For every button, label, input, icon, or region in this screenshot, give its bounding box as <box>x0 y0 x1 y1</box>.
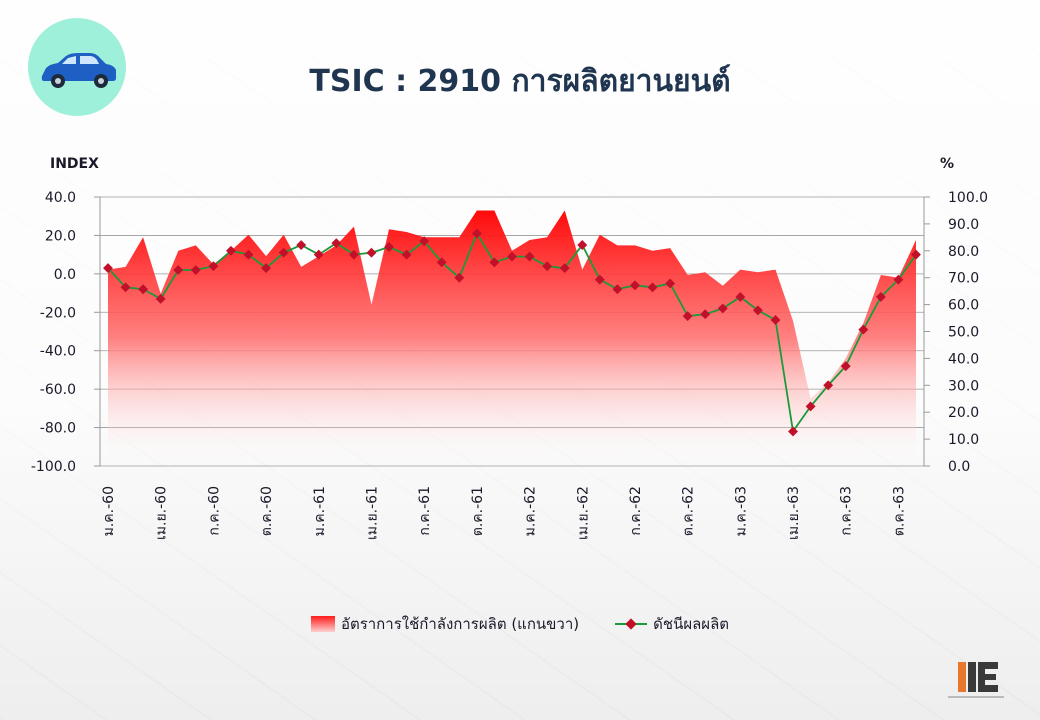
x-tick-label-2: ก.ค.-60 <box>206 486 222 536</box>
line-point-42 <box>840 361 851 372</box>
chart: INDEX % 40.0 20.0 0.0 -20.0 -40.0 -60.0 -80.0 -… <box>31 156 988 540</box>
left-tick-label-5: -60.0 <box>40 382 76 398</box>
right-tick-label-1: 90.0 <box>948 217 979 233</box>
x-tick-label-4: ม.ค.-61 <box>312 486 328 536</box>
line-point-29 <box>612 284 623 295</box>
x-tick-label-9: เม.ย.-62 <box>575 486 591 540</box>
x-tick-label-0: ม.ค.-60 <box>101 486 117 536</box>
x-tick-label-1: เม.ย.-60 <box>154 486 170 540</box>
legend-swatch-area <box>310 616 335 632</box>
line-point-31 <box>647 282 658 293</box>
right-unit-label: % <box>940 156 954 172</box>
x-tick-label-7: ต.ค.-61 <box>470 486 486 536</box>
oie-logo-icon <box>948 662 1004 698</box>
line-point-6 <box>208 261 219 272</box>
left-tick-label-2: 0.0 <box>54 267 76 283</box>
line-point-7 <box>226 245 236 256</box>
legend-swatch-line <box>615 618 648 630</box>
left-axis-ticks: 40.0 20.0 0.0 -20.0 -40.0 -60.0 -80.0 -100.0 <box>31 190 100 475</box>
right-tick-label-4: 60.0 <box>948 298 979 314</box>
right-tick-label-8: 20.0 <box>948 405 979 421</box>
left-tick-label-7: -100.0 <box>31 459 76 475</box>
left-tick-label-1: 20.0 <box>45 228 76 244</box>
line-point-17 <box>401 249 412 260</box>
line-point-25 <box>542 261 553 272</box>
left-tick-label-0: 40.0 <box>45 190 76 206</box>
right-tick-label-7: 30.0 <box>948 378 979 394</box>
line-point-14 <box>348 249 359 260</box>
right-axis-ticks: 100.0 90.0 80.0 70.0 60.0 50.0 40.0 30.0 20.0 10.… <box>924 190 988 475</box>
line-point-3 <box>155 293 166 304</box>
line-point-1 <box>120 282 131 293</box>
line-point-2 <box>138 284 149 295</box>
x-tick-label-10: ก.ค.-62 <box>628 486 644 536</box>
line-point-32 <box>665 278 676 289</box>
legend-item-line: ดัชนีผลผลิต <box>615 612 729 636</box>
line-point-39 <box>788 426 798 437</box>
area-series <box>108 210 916 466</box>
line-point-18 <box>419 236 430 247</box>
x-axis-ticks: ม.ค.-60 เม.ย.-60 ก.ค.-60 ต.ค.-60 ม.ค.-61 เม.ย… <box>101 486 907 540</box>
line-point-30 <box>630 280 640 291</box>
x-tick-label-5: เม.ย.-61 <box>365 486 381 540</box>
left-tick-label-4: -40.0 <box>40 344 76 360</box>
right-tick-label-10: 0.0 <box>948 459 970 475</box>
area-series-shape <box>108 210 916 466</box>
x-tick-label-8: ม.ค.-62 <box>523 486 539 536</box>
right-tick-label-9: 10.0 <box>948 432 979 448</box>
line-point-13 <box>331 238 342 249</box>
line-point-46 <box>911 249 921 260</box>
line-point-45 <box>893 274 904 285</box>
legend: อัตราการใช้กำลังการผลิต (แกนขวา) ดัชนีผล… <box>0 612 1040 636</box>
right-tick-label-5: 50.0 <box>948 325 979 341</box>
car-badge <box>28 18 126 116</box>
line-point-12 <box>313 249 324 260</box>
legend-label-area: อัตราการใช้กำลังการผลิต (แกนขวา) <box>340 615 580 633</box>
x-tick-label-14: ก.ค.-63 <box>839 486 855 536</box>
left-tick-label-3: -20.0 <box>40 305 76 321</box>
line-point-27 <box>577 240 588 250</box>
x-tick-label-12: ม.ค.-63 <box>733 486 749 536</box>
line-point-9 <box>261 263 272 274</box>
left-unit-label: INDEX <box>50 156 99 172</box>
line-point-40 <box>805 401 816 412</box>
line-point-36 <box>735 291 746 302</box>
line-point-22 <box>489 257 500 268</box>
right-tick-label-3: 70.0 <box>948 271 979 287</box>
car-icon <box>41 53 116 88</box>
line-point-16 <box>384 242 395 252</box>
legend-item-area: อัตราการใช้กำลังการผลิต (แกนขวา) <box>310 612 580 636</box>
x-tick-label-3: ต.ค.-60 <box>259 486 275 536</box>
line-point-11 <box>296 240 307 250</box>
line-point-8 <box>243 249 254 260</box>
line-point-21 <box>471 228 482 239</box>
page-title: TSIC : 2910 การผลิตยานยนต์ <box>309 64 731 99</box>
left-tick-label-6: -80.0 <box>40 421 76 437</box>
x-tick-label-13: เม.ย.-63 <box>786 486 802 540</box>
right-tick-label-6: 40.0 <box>948 351 979 367</box>
line-point-15 <box>366 247 377 258</box>
right-tick-label-2: 80.0 <box>948 244 979 260</box>
x-tick-label-11: ต.ค.-62 <box>681 486 697 536</box>
legend-label-line: ดัชนีผลผลิต <box>653 615 730 633</box>
x-tick-label-15: ต.ค.-63 <box>891 486 907 536</box>
line-point-0 <box>103 263 113 274</box>
right-tick-label-0: 100.0 <box>948 190 988 206</box>
line-point-28 <box>594 274 605 285</box>
x-tick-label-6: ก.ค.-61 <box>417 486 433 536</box>
line-point-10 <box>278 247 289 258</box>
line-point-41 <box>823 380 834 391</box>
line-point-35 <box>717 303 728 314</box>
